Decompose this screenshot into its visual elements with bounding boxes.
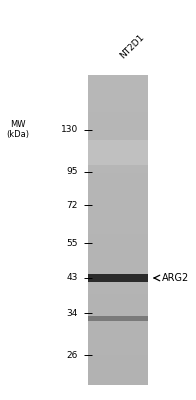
- Text: 130: 130: [61, 126, 78, 134]
- Bar: [88, 140, 148, 165]
- Text: 34: 34: [67, 308, 78, 318]
- Text: 43: 43: [67, 274, 78, 282]
- Text: 95: 95: [66, 168, 78, 176]
- Text: 26: 26: [67, 350, 78, 360]
- Text: NT2D1: NT2D1: [118, 32, 146, 60]
- Text: 72: 72: [67, 200, 78, 210]
- Bar: [88, 274, 148, 282]
- Text: ARG2: ARG2: [162, 273, 189, 283]
- Bar: [88, 316, 148, 320]
- Text: 55: 55: [66, 238, 78, 248]
- Text: MW
(kDa): MW (kDa): [6, 120, 30, 139]
